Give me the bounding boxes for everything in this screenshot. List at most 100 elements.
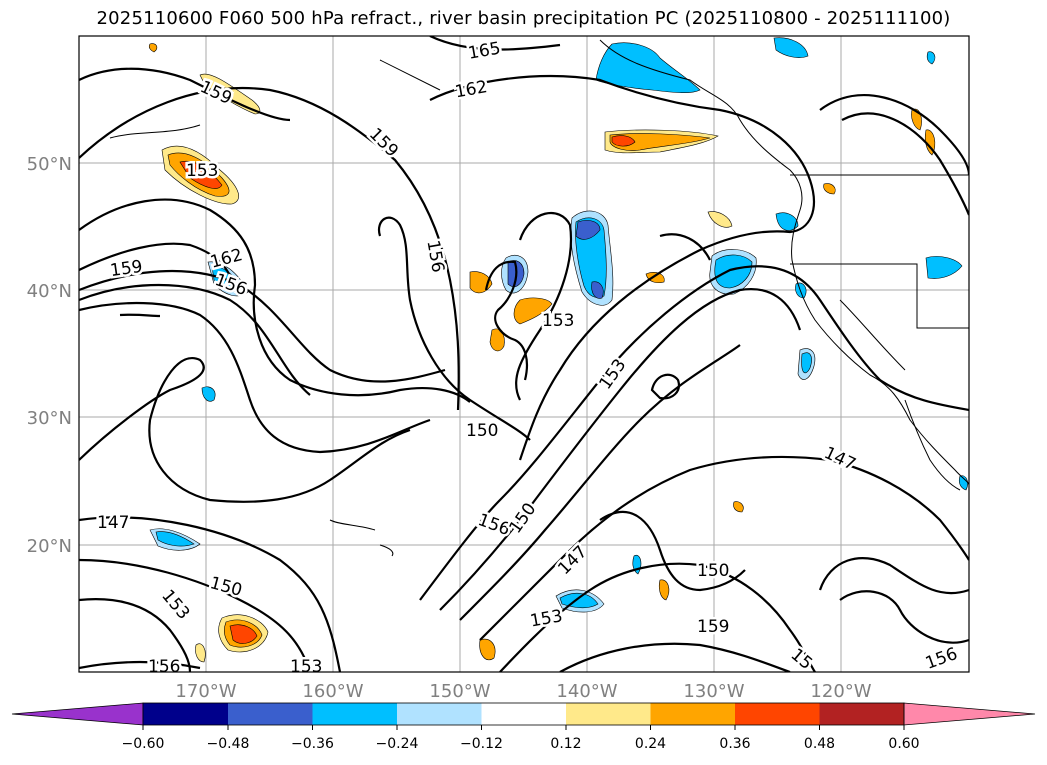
contour-label: 156 — [148, 657, 180, 677]
border-line — [839, 299, 906, 371]
lon-label-140w: 140°W — [556, 681, 617, 702]
colorbar-tick-label: 0.12 — [550, 736, 581, 752]
colorbar-tick-label: 0.36 — [719, 736, 750, 752]
colorbar-tick-label: −0.36 — [291, 736, 334, 752]
contour-line — [499, 562, 816, 672]
colorbar-segment — [143, 703, 228, 725]
precip-blob — [926, 51, 936, 65]
contour-line — [819, 94, 969, 176]
precip-blob — [513, 297, 553, 325]
precip-blob — [775, 212, 799, 231]
lat-label-20n: 20°N — [27, 536, 72, 557]
plot-area — [79, 36, 969, 672]
contour-line — [79, 357, 411, 503]
contour-line — [515, 211, 572, 401]
colorbar-tick-label: −0.24 — [376, 736, 419, 752]
precip-blob — [911, 108, 922, 131]
contour-line — [79, 660, 201, 670]
precip-blob — [611, 135, 636, 147]
lon-label-120w: 120°W — [810, 681, 871, 702]
coastline — [379, 544, 394, 557]
precip-blob — [658, 579, 670, 601]
colorbar-segment — [650, 703, 735, 725]
contour-line — [119, 313, 161, 318]
lat-label-50n: 50°N — [27, 154, 72, 175]
precip-blob — [195, 643, 206, 663]
lat-label-40n: 40°N — [27, 281, 72, 302]
precip-blob — [179, 160, 223, 189]
colorbar-tick-label: −0.60 — [122, 736, 165, 752]
contour-line — [659, 233, 711, 261]
precip-blob — [575, 220, 601, 240]
colorbar: −0.60 −0.48 −0.36 −0.24 −0.12 0.12 0.24 … — [11, 702, 1036, 752]
precip-blob — [823, 183, 836, 195]
contour-label: 147 — [97, 513, 129, 533]
contour-label: 153 — [542, 311, 574, 331]
precip-blob — [773, 37, 809, 58]
contour-line — [79, 86, 460, 411]
lat-label-30n: 30°N — [27, 408, 72, 429]
contour-label: 150 — [466, 421, 498, 441]
contour-line — [79, 301, 431, 454]
contour-line — [79, 67, 291, 122]
colorbar-arrow-high — [903, 702, 1036, 726]
precip-blob — [801, 352, 812, 374]
border-line — [790, 263, 969, 329]
coastline — [904, 399, 961, 491]
precip-blob — [155, 531, 195, 547]
contour-line — [459, 344, 741, 621]
colorbar-segment — [228, 703, 313, 725]
colorbar-segment — [481, 703, 566, 725]
coastline — [379, 59, 441, 91]
colorbar-tick-label: −0.12 — [460, 736, 503, 752]
map-title: 2025110600 F060 500 hPa refract., river … — [96, 8, 951, 29]
contour-label: 150 — [697, 561, 729, 581]
precip-blob — [707, 211, 733, 228]
coastline — [109, 124, 201, 139]
coastline — [599, 39, 969, 486]
colorbar-segment — [735, 703, 820, 725]
contour-line — [559, 642, 791, 672]
contour-line — [650, 373, 680, 400]
colorbar-tick-label: 0.48 — [804, 736, 835, 752]
precip-blob — [958, 475, 968, 491]
colorbar-arrow-low — [11, 702, 144, 726]
precip-blob — [229, 624, 258, 644]
contour-line — [377, 216, 531, 441]
contour-line — [79, 516, 342, 672]
contour-label: 153 — [290, 657, 322, 677]
refractivity-contours — [79, 36, 969, 672]
precip-blob — [201, 386, 216, 402]
contour-line — [439, 287, 802, 611]
colorbar-tick-label: 0.24 — [635, 736, 666, 752]
precip-blob — [925, 256, 963, 279]
contour-line — [479, 455, 969, 641]
coastline — [329, 519, 376, 531]
contour-line — [79, 598, 192, 672]
precip-blob — [714, 254, 753, 289]
precip-blob — [148, 43, 158, 53]
colorbar-tick-label: 0.60 — [888, 736, 919, 752]
contour-line — [839, 590, 969, 644]
contour-line — [484, 260, 529, 381]
contour-line — [79, 283, 311, 396]
colorbar-segment — [566, 703, 651, 725]
colorbar-segment — [397, 703, 482, 725]
contour-line — [419, 265, 969, 601]
contour-line — [79, 242, 237, 291]
contour-line — [429, 36, 561, 51]
contour-line — [429, 74, 815, 461]
coastlines — [109, 39, 969, 557]
graticule — [79, 36, 969, 672]
contour-line — [599, 510, 746, 592]
colorbar-segment — [312, 703, 397, 725]
contour-line — [79, 558, 312, 672]
precip-blob — [609, 133, 711, 151]
contour-label: 159 — [697, 617, 729, 637]
lon-label-170w: 170°W — [175, 681, 236, 702]
colorbar-frame — [142, 702, 905, 726]
lon-label-150w: 150°W — [429, 681, 490, 702]
precip-blob — [591, 281, 604, 299]
contour-line — [818, 557, 969, 595]
